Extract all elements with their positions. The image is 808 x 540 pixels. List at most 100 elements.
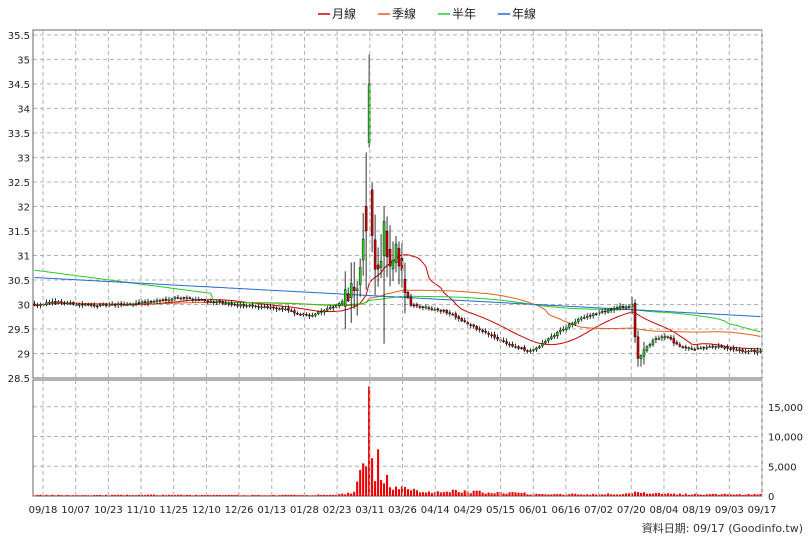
volume-bar bbox=[87, 495, 90, 496]
candle-body bbox=[143, 301, 147, 304]
volume-bar bbox=[675, 494, 678, 496]
candle-body bbox=[329, 307, 332, 309]
candle-body bbox=[60, 301, 63, 303]
volume-bar bbox=[224, 494, 227, 496]
candle-body bbox=[520, 347, 523, 349]
volume-bar bbox=[397, 489, 401, 496]
volume-bar bbox=[170, 494, 173, 496]
candle-body bbox=[544, 341, 547, 344]
volume-bar bbox=[595, 494, 598, 496]
candle-body bbox=[556, 331, 559, 337]
candle-body bbox=[594, 313, 598, 315]
x-tick-label: 07/20 bbox=[617, 505, 646, 516]
price-panel: 28.5 29 29.5 30 30.5 31 31.5 32 32.5 33 33.5 34 34.5… bbox=[8, 29, 763, 385]
volume-bar bbox=[161, 494, 165, 496]
candle-body bbox=[469, 324, 472, 326]
volume-bar bbox=[520, 493, 523, 496]
volume-bar bbox=[299, 495, 302, 496]
volume-bar bbox=[257, 494, 260, 496]
volume-bar bbox=[48, 495, 51, 496]
volume-bar bbox=[625, 493, 628, 496]
volume-bar bbox=[215, 494, 218, 496]
x-tick-label: 12/26 bbox=[225, 505, 254, 516]
candle-body bbox=[179, 297, 183, 300]
candle-body bbox=[621, 306, 625, 308]
candle-body bbox=[424, 306, 428, 309]
volume-bar bbox=[263, 495, 266, 496]
candle-body bbox=[651, 340, 655, 345]
volume-bar bbox=[517, 492, 520, 496]
candle-body bbox=[493, 334, 496, 338]
volume-bar bbox=[317, 494, 320, 496]
volume-bar bbox=[753, 494, 756, 496]
volume-bar bbox=[439, 492, 442, 496]
candle-body bbox=[125, 304, 129, 306]
candle-body bbox=[376, 264, 380, 270]
volume-bar bbox=[200, 494, 203, 496]
x-tick-label: 06/01 bbox=[519, 505, 548, 516]
volume-bar bbox=[687, 494, 690, 496]
candle-body bbox=[744, 351, 747, 353]
x-tick-label: 11/10 bbox=[127, 505, 156, 516]
volume-bar bbox=[505, 493, 508, 496]
volume-bar bbox=[120, 494, 123, 496]
volume-bar bbox=[732, 494, 735, 496]
candle-body bbox=[732, 348, 735, 350]
volume-bar bbox=[81, 495, 84, 496]
volume-bar bbox=[155, 495, 159, 496]
candle-body bbox=[116, 303, 120, 306]
volume-bar bbox=[380, 480, 383, 496]
candle-body bbox=[340, 301, 344, 304]
volume-bar bbox=[394, 486, 398, 496]
volume-bar bbox=[269, 495, 272, 496]
volume-bar bbox=[508, 492, 511, 496]
volume-bar bbox=[454, 489, 457, 496]
candle-body bbox=[421, 306, 425, 308]
volume-bar bbox=[562, 494, 565, 496]
candle-body bbox=[314, 313, 317, 316]
candle-body bbox=[39, 303, 42, 306]
candle-body bbox=[275, 307, 278, 310]
candle-body bbox=[463, 320, 466, 322]
candle-body bbox=[705, 347, 708, 349]
volume-bar bbox=[111, 494, 114, 496]
price-tick-label: 34.5 bbox=[8, 80, 30, 91]
candle-body bbox=[442, 310, 446, 312]
candle-body bbox=[624, 306, 628, 309]
volume-bar bbox=[391, 489, 395, 496]
volume-bar bbox=[738, 494, 741, 496]
volume-bar bbox=[592, 493, 595, 496]
price-tick-label: 33.5 bbox=[8, 129, 30, 140]
volume-bar bbox=[639, 492, 643, 496]
volume-bar bbox=[194, 494, 197, 496]
candle-body bbox=[373, 239, 377, 270]
candle-body bbox=[753, 349, 756, 353]
candle-body bbox=[648, 344, 652, 347]
volume-bar bbox=[99, 494, 102, 496]
candle-body bbox=[451, 313, 455, 316]
candle-body bbox=[385, 230, 389, 258]
x-tick-label: 12/10 bbox=[192, 505, 221, 516]
candle-body bbox=[526, 350, 529, 352]
volume-bar bbox=[478, 490, 481, 496]
candle-body bbox=[454, 313, 458, 318]
volume-bar bbox=[305, 495, 308, 496]
candle-body bbox=[158, 300, 162, 302]
candle-body bbox=[218, 300, 221, 303]
price-tick-label: 33 bbox=[17, 153, 30, 164]
candle-body bbox=[63, 302, 66, 304]
candle-body bbox=[245, 305, 248, 307]
volume-bar bbox=[39, 494, 42, 496]
volume-bar bbox=[275, 495, 278, 496]
candle-body bbox=[188, 297, 192, 299]
volume-bar bbox=[45, 494, 48, 496]
volume-bar bbox=[365, 466, 368, 496]
volume-bar bbox=[442, 492, 445, 496]
price-tick-label: 29.5 bbox=[8, 325, 30, 336]
price-tick-label: 31 bbox=[17, 251, 30, 262]
candle-body bbox=[170, 298, 174, 301]
candle-body bbox=[215, 301, 218, 304]
price-tick-label: 28.5 bbox=[8, 374, 30, 385]
candle-body bbox=[508, 343, 511, 346]
candle-body bbox=[472, 324, 475, 327]
